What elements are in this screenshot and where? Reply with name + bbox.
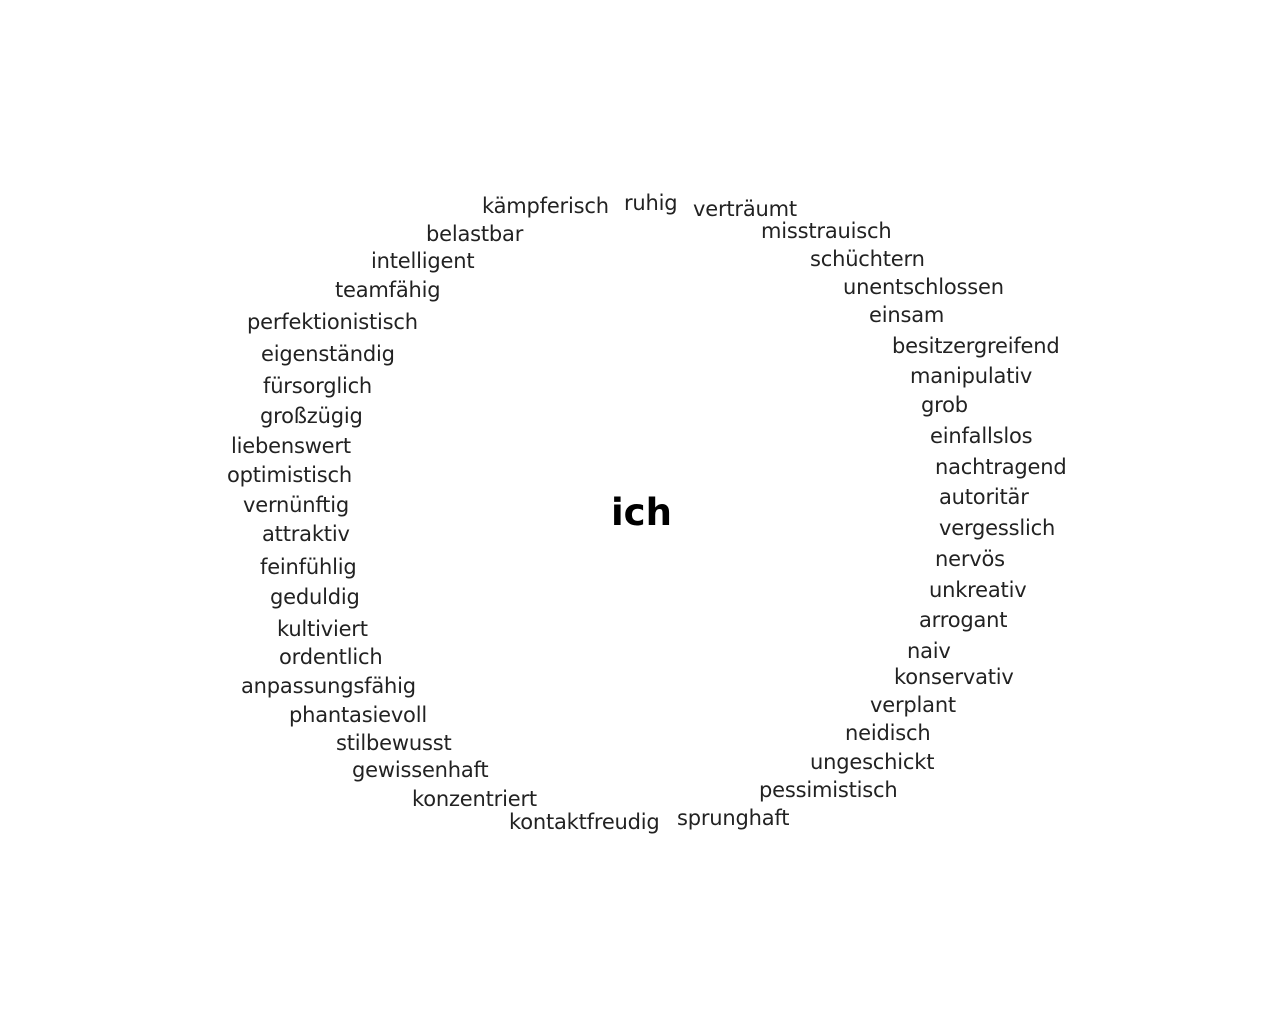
negative-word: misstrauisch <box>761 219 892 243</box>
negative-word: verplant <box>870 693 956 717</box>
positive-word: vernünftig <box>243 493 349 517</box>
negative-word: verträumt <box>693 197 797 221</box>
positive-word: belastbar <box>426 222 524 246</box>
positive-word: ordentlich <box>279 645 383 669</box>
positive-word: perfektionistisch <box>247 310 418 334</box>
negative-word: konservativ <box>894 665 1014 689</box>
negative-word: pessimistisch <box>759 778 898 802</box>
negative-word: nervös <box>935 547 1005 571</box>
positive-word: feinfühlig <box>260 555 357 579</box>
negative-word: sprunghaft <box>677 806 790 830</box>
positive-word: teamfähig <box>335 278 441 302</box>
positive-word: eigenständig <box>261 342 395 366</box>
negative-word: neidisch <box>845 721 931 745</box>
positive-word: fürsorglich <box>263 374 373 398</box>
positive-word: kultiviert <box>277 617 368 641</box>
negative-word: schüchtern <box>810 247 925 271</box>
negative-word: einfallslos <box>930 424 1033 448</box>
positive-word: anpassungsfähig <box>241 674 416 698</box>
positive-word: geduldig <box>270 585 360 609</box>
negative-word: ungeschickt <box>810 750 935 774</box>
negative-word: besitzergreifend <box>892 334 1060 358</box>
negative-word: arrogant <box>919 608 1008 632</box>
positive-word: gewissenhaft <box>352 758 489 782</box>
negative-word: vergesslich <box>939 516 1056 540</box>
positive-word: großzügig <box>260 404 363 428</box>
positive-word: kontaktfreudig <box>509 810 660 834</box>
negative-word: manipulativ <box>910 364 1033 388</box>
negative-word: grob <box>921 393 968 417</box>
positive-word: intelligent <box>371 249 475 273</box>
positive-word: kämpferisch <box>482 194 609 218</box>
center-word: ich <box>611 491 672 534</box>
negative-word: unkreativ <box>929 578 1027 602</box>
negative-word: unentschlossen <box>843 275 1004 299</box>
negative-word: einsam <box>869 303 945 327</box>
positive-word: konzentriert <box>412 787 537 811</box>
top-word: ruhig <box>624 191 678 215</box>
positive-word: stilbewusst <box>336 731 452 755</box>
negative-word: nachtragend <box>935 455 1067 479</box>
negative-word: naiv <box>907 639 951 663</box>
positive-word: optimistisch <box>227 463 352 487</box>
positive-word: phantasievoll <box>289 703 427 727</box>
positive-word: attraktiv <box>262 522 350 546</box>
negative-word: autoritär <box>939 485 1029 509</box>
positive-word: liebenswert <box>231 434 351 458</box>
